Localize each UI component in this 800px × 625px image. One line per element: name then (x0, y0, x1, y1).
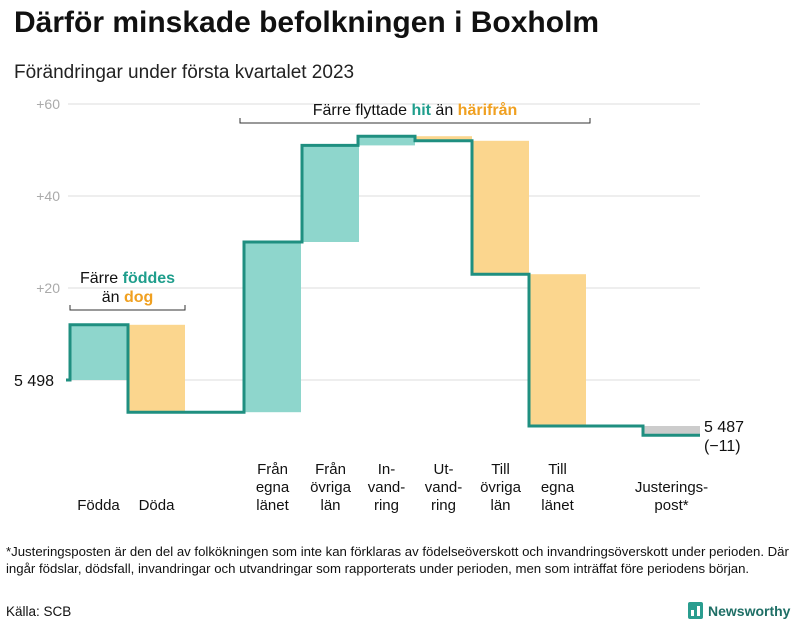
category-label: In- (378, 461, 396, 478)
category-label: ring (374, 497, 399, 514)
category-label: länet (256, 497, 289, 514)
bar-chart-icon (688, 602, 703, 619)
bar-9 (643, 426, 700, 436)
category-label: övriga (310, 479, 352, 496)
bar-4 (302, 145, 359, 242)
bar-1 (70, 324, 127, 380)
bar-2 (128, 324, 185, 413)
start-value-label: 5 498 (14, 373, 54, 390)
category-label: Justerings- (635, 479, 708, 496)
annotation-migration: Färre flyttade hit än härifrån (313, 101, 518, 119)
y-tick-label: +40 (36, 188, 60, 204)
category-label: Från (257, 461, 288, 478)
category-label: övriga (480, 479, 522, 496)
category-label: Födda (77, 497, 120, 514)
category-label: ring (431, 497, 456, 514)
source: Källa: SCB (6, 604, 72, 619)
footnote: *Justeringsposten är den del av folkökni… (6, 544, 789, 576)
brand-name: Newsworthy (708, 602, 791, 619)
category-label: vand- (368, 479, 406, 496)
category-label: post* (654, 497, 688, 514)
category-label: län (320, 497, 340, 514)
category-label: Till (491, 461, 510, 478)
bar-8 (529, 274, 586, 426)
category-label: Till (548, 461, 567, 478)
annotation-bracket (239, 118, 591, 124)
cumulative-step-line (66, 134, 700, 437)
chart-subtitle: Förändringar under första kvartalet 2023 (14, 62, 355, 83)
category-label: Från (315, 461, 346, 478)
bar-6 (415, 136, 472, 141)
end-value-label: 5 487 (704, 419, 744, 436)
category-label: egna (541, 479, 575, 496)
y-tick-label: +20 (36, 280, 60, 296)
category-label: län (490, 497, 510, 514)
bar-5 (358, 136, 415, 146)
brand-logo: Newsworthy (688, 602, 790, 619)
category-label: Ut- (434, 461, 454, 478)
category-label: Döda (139, 497, 176, 514)
end-change-label: (−11) (704, 438, 741, 455)
category-label: egna (256, 479, 290, 496)
bar-7 (472, 140, 529, 275)
bar-3 (244, 242, 301, 413)
chart-title: Därför minskade befolkningen i Boxholm (14, 6, 600, 39)
y-tick-label: +60 (36, 96, 60, 112)
annotation-births-deaths-line2: än dog (102, 289, 154, 306)
category-label: länet (541, 497, 574, 514)
category-label: vand- (425, 479, 463, 496)
annotation-births-deaths-line1: Färre föddes (80, 270, 175, 287)
annotation-bracket (69, 305, 186, 311)
